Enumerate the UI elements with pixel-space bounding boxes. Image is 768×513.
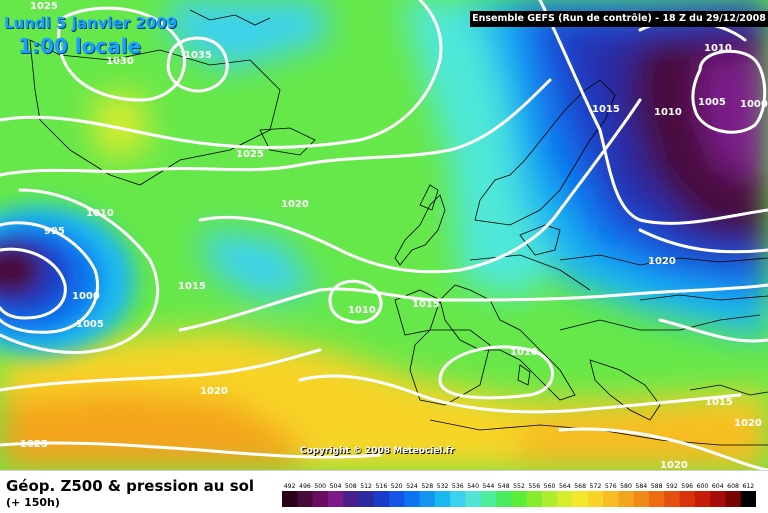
legend-swatch-572 xyxy=(587,491,604,507)
legend-swatch-576 xyxy=(603,491,619,507)
isobar-label-1020: 1020 xyxy=(734,418,762,429)
legend-value-572: 572 xyxy=(590,483,602,490)
legend-swatch-568 xyxy=(572,491,589,507)
legend-value-608: 608 xyxy=(727,483,739,490)
isobar-label-1005: 1005 xyxy=(76,319,104,330)
isobar-label-1015: 1015 xyxy=(412,299,440,310)
map-footer: Géop. Z500 & pression au sol (+ 150h) 49… xyxy=(0,470,768,513)
legend-swatch-560 xyxy=(541,491,558,507)
legend-swatch-532 xyxy=(434,491,451,507)
isobar-label-1020: 1020 xyxy=(281,199,309,210)
isobar-labels: 1025 1030 1035 1025 1010 995 1020 1015 1… xyxy=(20,1,768,470)
isobar-label-1025: 1025 xyxy=(20,439,48,450)
legend-swatch-524 xyxy=(404,491,421,507)
isobar-label-1010: 1010 xyxy=(654,107,682,118)
legend-swatch-588 xyxy=(648,491,665,507)
legend-value-564: 564 xyxy=(559,483,571,490)
legend-value-516: 516 xyxy=(375,483,387,490)
isobar-label-1015: 1015 xyxy=(178,281,206,292)
legend-value-520: 520 xyxy=(391,483,403,490)
legend-swatch-584 xyxy=(633,491,650,507)
legend-swatch-544 xyxy=(480,491,497,507)
legend-value-548: 548 xyxy=(498,483,510,490)
legend-swatch-552 xyxy=(511,491,528,507)
isobar-label-1010: 1010 xyxy=(510,347,538,358)
forecast-hour: (+ 150h) xyxy=(6,496,60,509)
legend-swatch-528 xyxy=(419,491,436,507)
isobar-label-1005: 1005 xyxy=(698,97,726,108)
isobar-label-1010: 1010 xyxy=(704,43,732,54)
legend-value-576: 576 xyxy=(605,483,617,490)
isobar-label-1035: 1035 xyxy=(184,50,212,61)
legend-swatch-508 xyxy=(343,491,359,507)
map-title: Géop. Z500 & pression au sol xyxy=(6,477,255,495)
legend-swatch-608 xyxy=(725,491,742,507)
legend-value-544: 544 xyxy=(483,483,495,490)
legend-value-540: 540 xyxy=(467,483,479,490)
isobar-label-1030: 1030 xyxy=(106,56,134,67)
copyright-notice: Copyright © 2008 Meteociel.fr xyxy=(300,446,455,456)
legend-swatch-580 xyxy=(618,491,635,507)
forecast-time: 1:00 locale xyxy=(18,34,142,58)
legend-swatch-496 xyxy=(297,491,313,507)
weather-map: 1025 1030 1035 1025 1010 995 1020 1015 1… xyxy=(0,0,768,470)
color-scale-legend: 492 496 500 504 508 512 516 520 524 528 532 536 540 5… xyxy=(282,483,756,507)
isobar-label-1000: 1000 xyxy=(72,291,100,302)
legend-swatch-604 xyxy=(710,491,726,507)
legend-value-556: 556 xyxy=(528,483,540,490)
legend-swatch-592 xyxy=(664,491,680,507)
legend-value-552: 552 xyxy=(513,483,525,490)
legend-value-512: 512 xyxy=(360,483,372,490)
legend-value-612: 612 xyxy=(742,483,754,490)
isobar-label-1010: 1010 xyxy=(86,208,114,219)
legend-value-524: 524 xyxy=(406,483,418,490)
legend-swatch-516 xyxy=(373,491,390,507)
isobar-lines xyxy=(0,0,768,470)
isobar-label-1020: 1020 xyxy=(200,386,228,397)
forecast-date: Lundi 5 janvier 2009 xyxy=(4,14,178,32)
isobar-label-1025: 1025 xyxy=(30,1,58,12)
legend-value-492: 492 xyxy=(284,483,296,490)
isobar-label-1015: 1015 xyxy=(592,104,620,115)
isobar-label-1020: 1020 xyxy=(660,460,688,470)
run-info-banner: Ensemble GEFS (Run de contrôle) - 18 Z d… xyxy=(470,11,768,27)
legend-swatch-600 xyxy=(694,491,711,507)
legend-swatch-536 xyxy=(450,491,466,507)
legend-value-568: 568 xyxy=(574,483,586,490)
legend-swatch-512 xyxy=(358,491,375,507)
legend-value-560: 560 xyxy=(544,483,556,490)
legend-swatch-540 xyxy=(465,491,482,507)
legend-value-604: 604 xyxy=(712,483,724,490)
legend-swatch-548 xyxy=(496,491,512,507)
legend-swatch-504 xyxy=(327,491,344,507)
legend-value-532: 532 xyxy=(437,483,449,490)
legend-swatch-596 xyxy=(679,491,696,507)
legend-value-504: 504 xyxy=(330,483,342,490)
isobar-label-1010: 1010 xyxy=(348,305,376,316)
legend-value-580: 580 xyxy=(620,483,632,490)
legend-swatch-564 xyxy=(557,491,573,507)
legend-value-508: 508 xyxy=(345,483,357,490)
legend-value-536: 536 xyxy=(452,483,464,490)
legend-value-596: 596 xyxy=(681,483,693,490)
legend-swatch-612 xyxy=(740,491,756,507)
legend-value-592: 592 xyxy=(666,483,678,490)
isobar-label-1015: 1015 xyxy=(705,397,733,408)
legend-swatch-520 xyxy=(389,491,405,507)
legend-swatch-556 xyxy=(526,491,543,507)
legend-value-528: 528 xyxy=(421,483,433,490)
legend-swatch-492 xyxy=(282,491,298,507)
isobar-label-995: 995 xyxy=(44,226,65,237)
legend-value-496: 496 xyxy=(299,483,311,490)
isobar-label-1020: 1020 xyxy=(648,256,676,267)
legend-value-600: 600 xyxy=(697,483,709,490)
legend-value-584: 584 xyxy=(635,483,647,490)
isobar-label-1000: 1000 xyxy=(740,99,768,110)
legend-swatch-500 xyxy=(312,491,329,507)
legend-value-588: 588 xyxy=(651,483,663,490)
legend-value-500: 500 xyxy=(314,483,326,490)
isobar-label-1025: 1025 xyxy=(236,149,264,160)
